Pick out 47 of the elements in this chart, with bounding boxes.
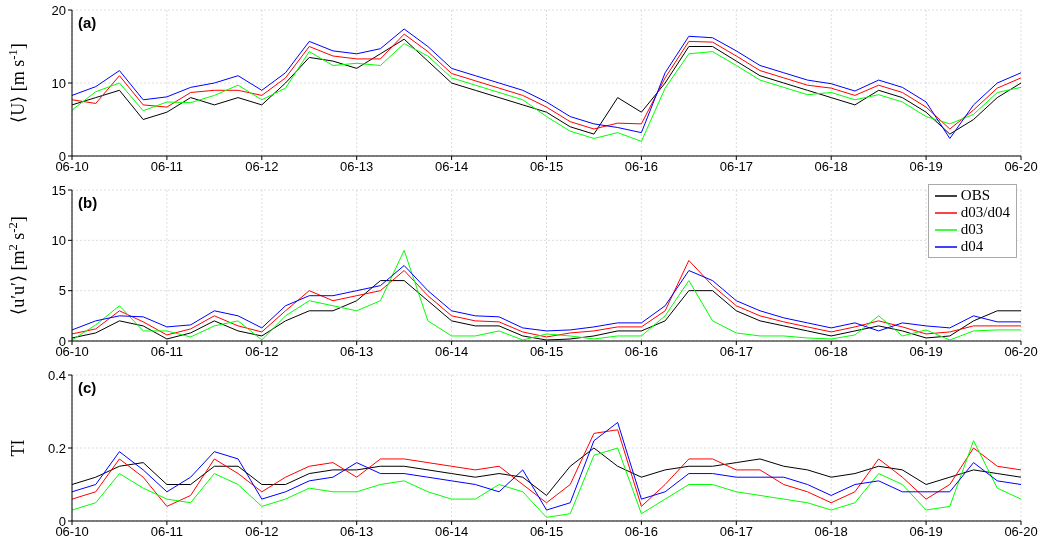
x-tick-label: 06-14 bbox=[434, 344, 469, 360]
x-tick-label: 06-16 bbox=[624, 344, 659, 360]
x-tick-label: 06-18 bbox=[814, 344, 848, 360]
legend-label: OBS bbox=[960, 187, 991, 204]
legend-label: d03 bbox=[960, 221, 984, 238]
x-tick-label: 06-18 bbox=[814, 524, 848, 540]
x-tick-label: 06-16 bbox=[624, 159, 659, 175]
legend-label: d03/d04 bbox=[960, 204, 1010, 221]
y-tick-label: 0.2 bbox=[47, 440, 66, 456]
annotation: (a) bbox=[78, 14, 97, 31]
x-tick-label: 06-15 bbox=[529, 159, 564, 175]
y-tick-label: 5 bbox=[58, 283, 66, 299]
x-tick-label: 06-13 bbox=[340, 159, 374, 175]
x-tick-label: 06-16 bbox=[624, 524, 659, 540]
x-tick-label: 06-17 bbox=[719, 159, 753, 175]
x-tick-label: 06-13 bbox=[340, 524, 374, 540]
x-tick-label: 06-14 bbox=[434, 524, 469, 540]
y-tick-label: 0.4 bbox=[47, 367, 66, 383]
x-tick-label: 06-19 bbox=[909, 344, 943, 360]
x-tick-label: 06-15 bbox=[529, 524, 564, 540]
x-tick-label: 06-14 bbox=[434, 159, 469, 175]
annotation: (c) bbox=[78, 379, 97, 396]
y-tick-label: 10 bbox=[51, 75, 66, 91]
x-tick-label: 06-11 bbox=[150, 344, 184, 360]
y-tick-label: 20 bbox=[51, 2, 66, 18]
x-tick-label: 06-17 bbox=[719, 344, 753, 360]
x-tick-label: 06-20 bbox=[1004, 524, 1038, 540]
line-series bbox=[72, 265, 1021, 332]
x-tick-label: 06-20 bbox=[1004, 159, 1038, 175]
x-tick-label: 06-15 bbox=[529, 344, 564, 360]
x-tick-label: 06-18 bbox=[814, 159, 848, 175]
x-tick-label: 06-12 bbox=[245, 524, 279, 540]
x-tick-label: 06-19 bbox=[909, 524, 943, 540]
y-tick-label: 15 bbox=[51, 182, 66, 198]
x-tick-label: 06-13 bbox=[340, 344, 374, 360]
y-tick-label: 10 bbox=[51, 232, 66, 248]
x-tick-label: 06-19 bbox=[909, 159, 943, 175]
x-tick-label: 06-20 bbox=[1004, 344, 1038, 360]
x-tick-label: 06-12 bbox=[245, 344, 279, 360]
x-tick-label: 06-17 bbox=[719, 524, 753, 540]
line-series bbox=[72, 440, 1021, 518]
x-tick-label: 06-11 bbox=[150, 524, 184, 540]
x-tick-label: 06-12 bbox=[245, 159, 279, 175]
annotation: (b) bbox=[78, 194, 98, 211]
legend-label: d04 bbox=[960, 238, 984, 255]
x-tick-label: 06-11 bbox=[150, 159, 184, 175]
y-axis-title: TI bbox=[8, 439, 28, 457]
